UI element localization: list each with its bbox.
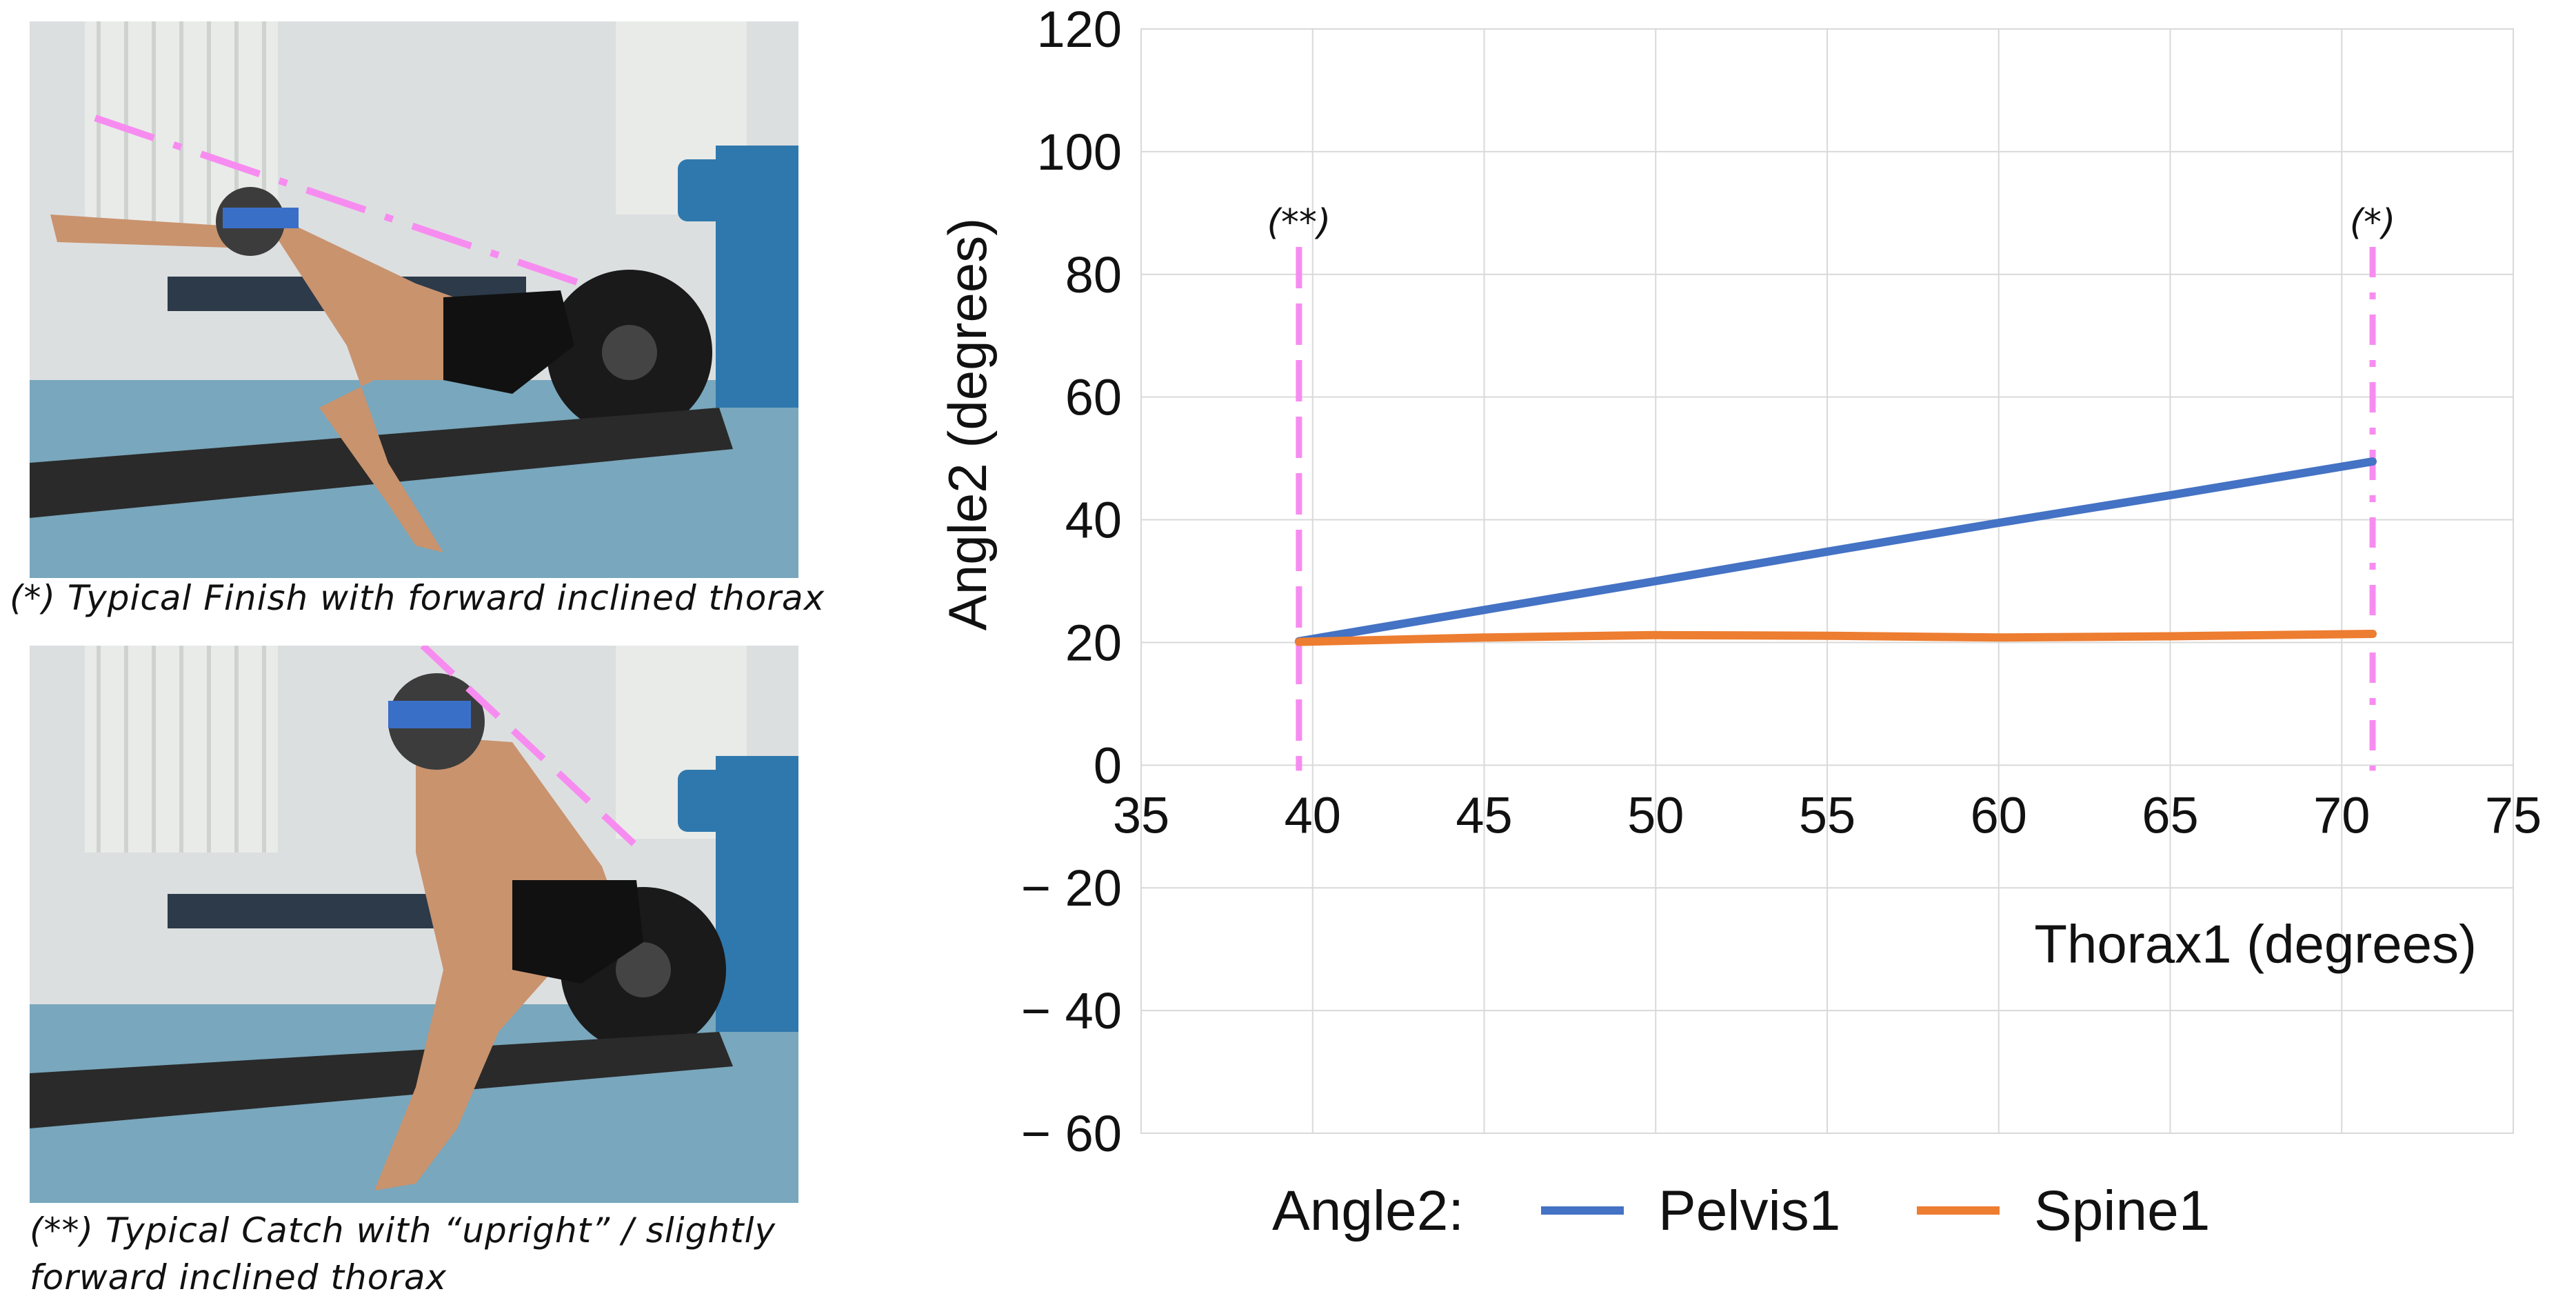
y-tick-label: 120 — [1037, 1, 1122, 58]
x-tick-label: 35 — [1113, 786, 1169, 844]
y-tick-label: 40 — [1065, 492, 1122, 549]
legend-label-pelvis1: Pelvis1 — [1658, 1179, 1840, 1242]
y-axis-title: Angle2 (degrees) — [937, 218, 998, 630]
caption-finish: (*) Typical Finish with forward inclined… — [10, 578, 825, 618]
finish-photo-illustration — [30, 21, 798, 578]
phase-markers: (**) (*) — [1267, 202, 2396, 771]
x-tick-label: 65 — [2142, 786, 2198, 844]
x-tick-label: 75 — [2485, 786, 2542, 844]
catch-photo-illustration — [30, 646, 798, 1203]
x-tick-label: 45 — [1456, 786, 1512, 844]
series-line-pelvis1 — [1294, 457, 2377, 646]
series-line-spine1 — [1294, 630, 2377, 646]
thorax-angle-chart: 120 100 80 60 40 20 0 − 20 − 40 − 60 35 40 45 50 55 60… — [937, 1, 2542, 1242]
y-tick-label: − 60 — [1021, 1105, 1122, 1162]
x-tick-label: 40 — [1285, 786, 1341, 844]
x-tick-label: 60 — [1971, 786, 2027, 844]
photo-catch-position — [30, 646, 798, 1203]
legend: Angle2: Pelvis1 Spine1 — [1272, 1179, 2210, 1242]
x-tick-label: 50 — [1627, 786, 1684, 844]
photo-finish-position — [30, 21, 798, 578]
y-tick-label: − 20 — [1021, 859, 1122, 917]
y-tick-label: 60 — [1065, 369, 1122, 426]
marker-label-1: (*) — [2350, 202, 2396, 243]
y-tick-label: 100 — [1037, 123, 1122, 181]
caption-catch: (**) Typical Catch with “upright” / slig… — [30, 1207, 776, 1301]
marker-label-0: (**) — [1267, 202, 1331, 243]
legend-title: Angle2: — [1272, 1179, 1464, 1242]
caption-catch-line1: (**) Typical Catch with “upright” / slig… — [30, 1211, 776, 1251]
y-tick-label: 0 — [1094, 737, 1122, 794]
legend-label-spine1: Spine1 — [2034, 1179, 2210, 1242]
y-tick-label: − 40 — [1021, 982, 1122, 1039]
x-axis-title: Thorax1 (degrees) — [2034, 913, 2477, 974]
series-lines — [1294, 457, 2377, 646]
x-tick-label: 55 — [1799, 786, 1855, 844]
y-tick-label: 20 — [1065, 614, 1122, 671]
y-tick-label: 80 — [1065, 246, 1122, 303]
x-tick-labels: 35 40 45 50 55 60 65 70 75 — [1113, 786, 2542, 844]
caption-catch-line2: forward inclined thorax — [30, 1257, 447, 1297]
x-tick-label: 70 — [2313, 786, 2370, 844]
y-tick-labels: 120 100 80 60 40 20 0 − 20 − 40 − 60 — [1021, 1, 1122, 1162]
